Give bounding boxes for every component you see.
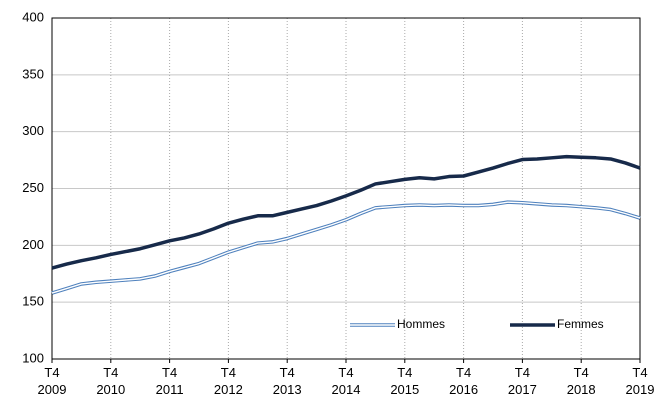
y-tick-label: 400	[22, 9, 44, 24]
x-tick-label: T4 2017	[507, 365, 537, 397]
x-tick-label: T4 2009	[37, 365, 67, 397]
legend-label: Hommes	[397, 317, 445, 331]
x-tick-label: T4 2015	[390, 365, 420, 397]
x-tick-label: T4 2012	[213, 365, 243, 397]
x-tick-label: T4 2018	[566, 365, 596, 397]
y-tick-label: 150	[22, 294, 44, 309]
y-tick-label: 100	[22, 350, 44, 365]
legend-label: Femmes	[557, 317, 604, 331]
x-tick-label: T4 2013	[272, 365, 302, 397]
x-tick-label: T4 2011	[155, 365, 184, 397]
series-line-inner	[51, 201, 641, 294]
series-line	[51, 154, 641, 270]
x-tick-label: T4 2016	[449, 365, 479, 397]
y-tick-label: 250	[22, 180, 44, 195]
x-tick-label: T4 2014	[331, 365, 361, 397]
plot-border	[51, 17, 641, 360]
x-tick-label: T4 2010	[96, 365, 126, 397]
y-tick-label: 200	[22, 237, 44, 252]
x-tick-label: T4 2019	[625, 365, 655, 397]
y-tick-label: 300	[22, 123, 44, 138]
y-tick-label: 350	[22, 66, 44, 81]
